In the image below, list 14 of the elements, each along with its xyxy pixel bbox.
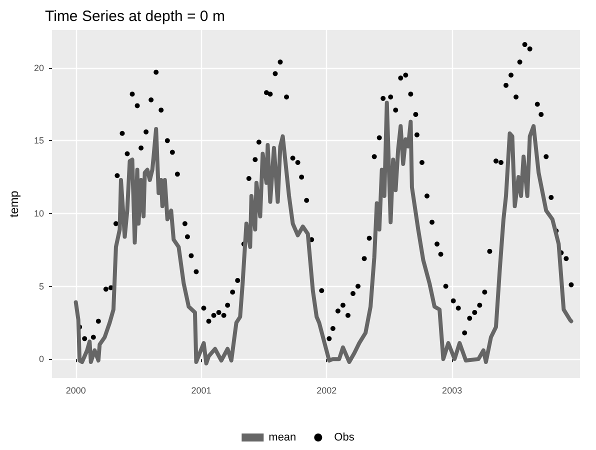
chart-title: Time Series at depth = 0 m <box>45 8 225 25</box>
y-tick-label: 5 <box>38 281 44 292</box>
legend-label: mean <box>268 432 296 444</box>
x-tick-label: 2002 <box>316 386 337 396</box>
y-tick-label: 10 <box>34 208 44 218</box>
y-tick-label: 20 <box>34 62 44 73</box>
x-tick-label: 2003 <box>442 386 462 396</box>
line-series <box>74 100 574 366</box>
x-tick-label: 2001 <box>191 386 212 396</box>
legend-label: Obs <box>334 432 355 444</box>
y-tick-label: 15 <box>34 136 44 146</box>
x-tick-label: 2000 <box>66 386 86 396</box>
y-axis-title: temp <box>7 190 21 218</box>
y-tick-label: 0 <box>38 354 44 364</box>
